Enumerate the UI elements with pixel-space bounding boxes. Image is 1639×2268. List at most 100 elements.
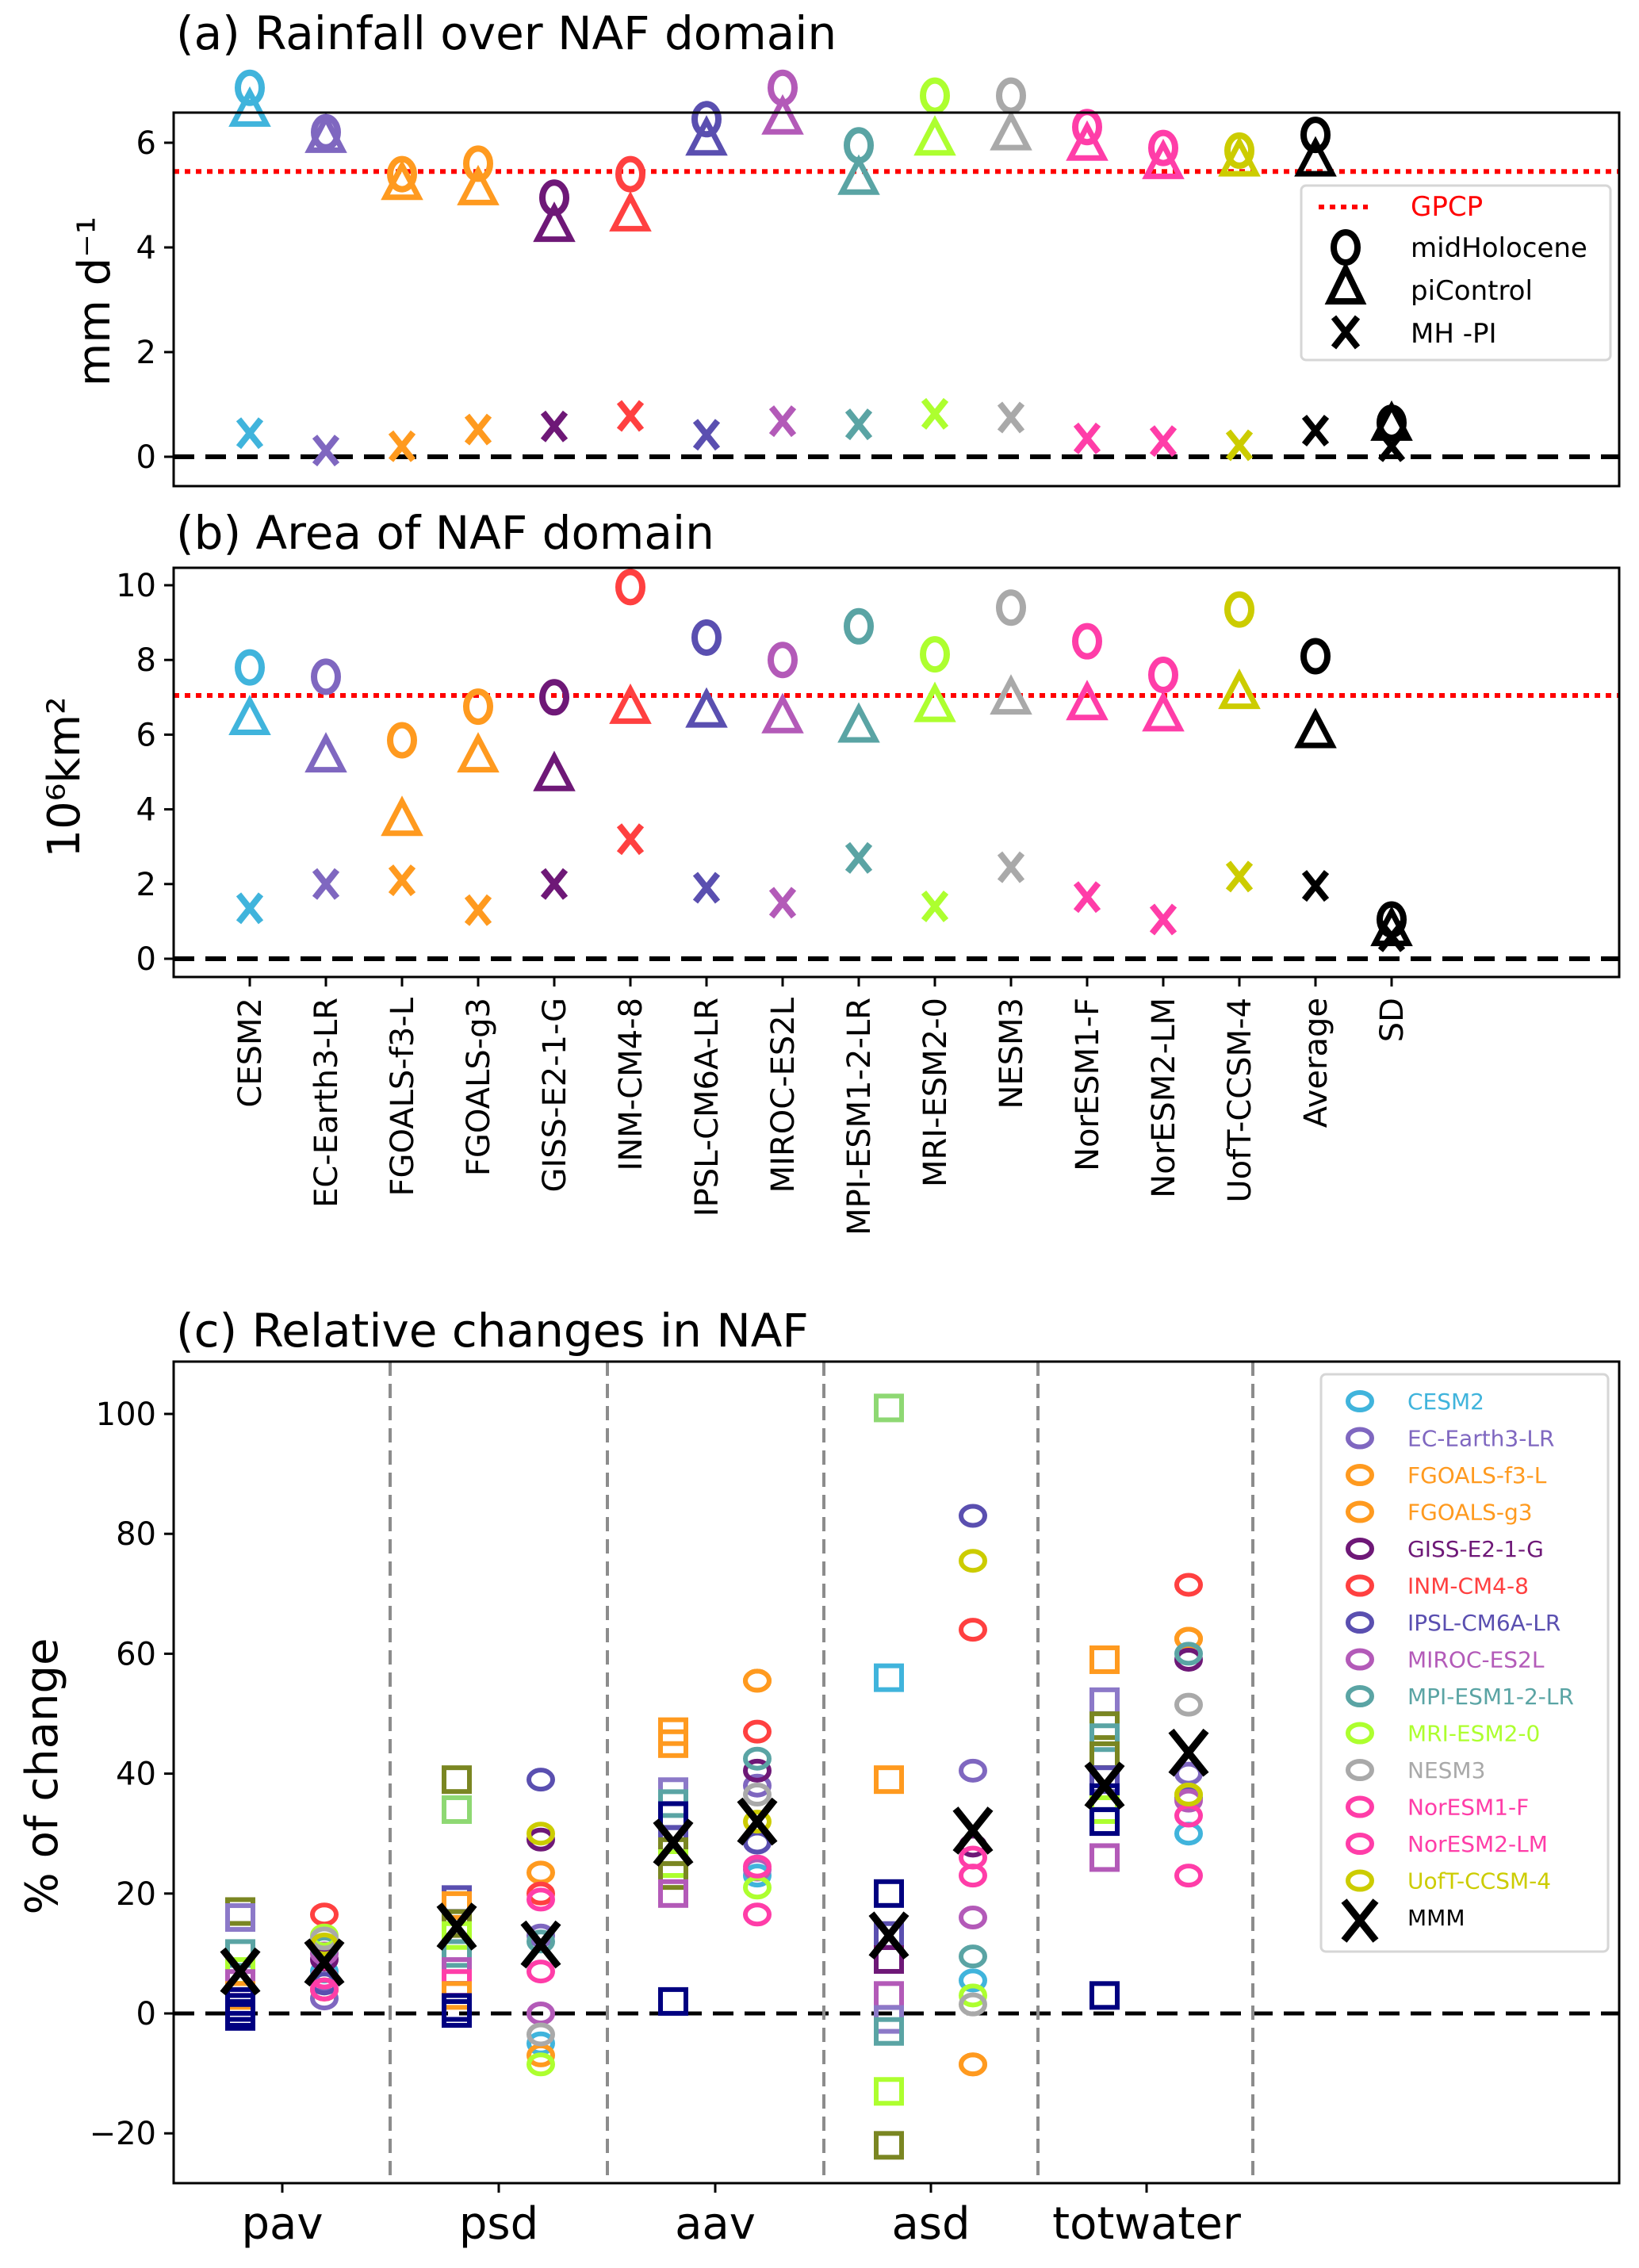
picontrol-point: [1066, 680, 1109, 721]
picontrol-point: [457, 732, 500, 773]
legend-box: [1300, 184, 1612, 362]
mmm-x-icon: [1341, 1898, 1379, 1943]
category-label: totwater: [1052, 2198, 1242, 2250]
xtick-label: SD: [1374, 998, 1411, 1042]
legend-label: MMM: [1407, 1905, 1465, 1931]
midholocene-point: [1224, 591, 1254, 628]
mhpi-point: [464, 894, 492, 926]
ytick-label: 2: [136, 335, 156, 371]
picontrol-point: [685, 115, 728, 156]
panel-b-area: (b) Area of NAF domain 10⁶km² 0 2 4 6 8 10 CE…: [39, 506, 1621, 1236]
circle-point: [743, 1783, 772, 1807]
legend-picontrol-label: piControl: [1411, 275, 1533, 307]
mmm-square-x: [868, 1911, 909, 1960]
mmm-circle-x: [737, 1797, 778, 1846]
picontrol-point: [837, 154, 880, 195]
ytick-label: 0: [136, 1996, 156, 2032]
square-point: [874, 1944, 904, 1974]
xtick-label: CESM2: [232, 998, 269, 1108]
model-x-axis-labels: CESM2 EC-Earth3-LR FGOALS-f3-L FGOALS-g3 GIS…: [232, 977, 1411, 1236]
ytick-label: 20: [116, 1876, 156, 1913]
midholocene-point: [844, 607, 874, 645]
category-label: aav: [675, 2198, 756, 2250]
picontrol-point: [228, 86, 271, 127]
mhpi-point: [312, 868, 340, 900]
square-point: [874, 1981, 904, 2010]
mhpi-point: [997, 851, 1025, 883]
mhpi-point: [312, 435, 340, 467]
ytick-label: −20: [90, 2116, 156, 2152]
mhpi-point: [1301, 870, 1330, 902]
panel-c-yticks: −20 0 20 40 60 80 100: [90, 1396, 174, 2152]
mhpi-point: [1073, 881, 1101, 914]
ytick-label: 80: [116, 1516, 156, 1553]
midholocene-point: [463, 688, 493, 726]
mhpi-point: [844, 841, 873, 874]
square-point: [874, 1663, 904, 1692]
midholocene-point: [235, 69, 265, 106]
panel-a-rainfall: (a) Rainfall over NAF domain mm d⁻¹ 0 2 4 6…: [69, 6, 1621, 488]
mhpi-point: [540, 410, 569, 442]
legend-label: MRI-ESM2-0: [1407, 1721, 1540, 1747]
mmm-square-x: [220, 1947, 261, 1996]
circle-point: [527, 1960, 555, 1984]
circle-point: [743, 1902, 772, 1927]
mhpi-point: [997, 401, 1025, 434]
ytick-label: 4: [136, 792, 156, 829]
picontrol-point: [1218, 669, 1261, 710]
midholocene-point: [387, 722, 417, 759]
circle-point: [743, 1773, 772, 1798]
panel-c-ylabel: % of change: [17, 1638, 68, 1915]
legend-circle-icon: [1346, 1390, 1374, 1412]
picontrol-point: [609, 190, 652, 232]
legend-label: NorESM2-LM: [1407, 1831, 1548, 1857]
legend-circle-icon: [1346, 1574, 1374, 1597]
circle-point: [310, 1977, 339, 2002]
square-point: [1089, 1645, 1120, 1674]
midholocene-point: [1148, 657, 1178, 694]
mhpi-point: [1301, 415, 1330, 446]
xtick-label: IPSL-CM6A-LR: [689, 998, 726, 1216]
picontrol-point: [304, 732, 347, 773]
ytick-label: 0: [136, 439, 156, 476]
square-point: [658, 1986, 688, 2016]
xtick-label: UofT-CCSM-4: [1222, 998, 1258, 1203]
mhpi-point: [540, 868, 569, 900]
mhpi-point: [921, 397, 949, 430]
mhpi-point: [388, 864, 416, 897]
midholocene-point: [539, 679, 569, 716]
panel-a-title: (a) Rainfall over NAF domain: [176, 6, 837, 60]
mmm-circle-x: [952, 1806, 994, 1855]
legend-circle-icon: [1346, 1869, 1374, 1892]
midholocene-point: [615, 569, 645, 606]
legend-mhpi-label: MH -PI: [1411, 318, 1497, 350]
xtick-label: GISS-E2-1-G: [537, 998, 573, 1193]
panel-b-plot: [174, 569, 1619, 961]
square-point: [658, 1861, 688, 1891]
circle-point: [527, 1822, 555, 1846]
square-point: [225, 1903, 255, 1933]
panel-a-legend: GPCP midHolocene piControl MH -PI: [1300, 184, 1612, 362]
circle-point: [527, 1860, 555, 1885]
square-point: [874, 2017, 904, 2046]
legend-label: FGOALS-f3-L: [1407, 1462, 1547, 1488]
ytick-label: 4: [136, 230, 156, 266]
legend-label: UofT-CCSM-4: [1407, 1868, 1551, 1894]
circle-point: [959, 1944, 987, 1969]
legend-label: INM-CM4-8: [1407, 1573, 1529, 1599]
category-label: psd: [459, 2198, 538, 2250]
picontrol-point: [685, 687, 728, 728]
mmm-square-x: [436, 1902, 477, 1951]
mhpi-point: [1225, 860, 1254, 893]
legend-circle-icon: [1346, 1759, 1374, 1781]
picontrol-point: [457, 164, 500, 205]
square-point: [874, 1393, 904, 1423]
ytick-label: 6: [136, 717, 156, 753]
mmm-circle-x: [304, 1938, 345, 1987]
picontrol-point: [913, 681, 956, 722]
legend-circle-icon: [1346, 1427, 1374, 1450]
midholocene-point: [387, 155, 417, 193]
midholocene-point: [768, 69, 798, 106]
midholocene-point: [920, 636, 950, 673]
